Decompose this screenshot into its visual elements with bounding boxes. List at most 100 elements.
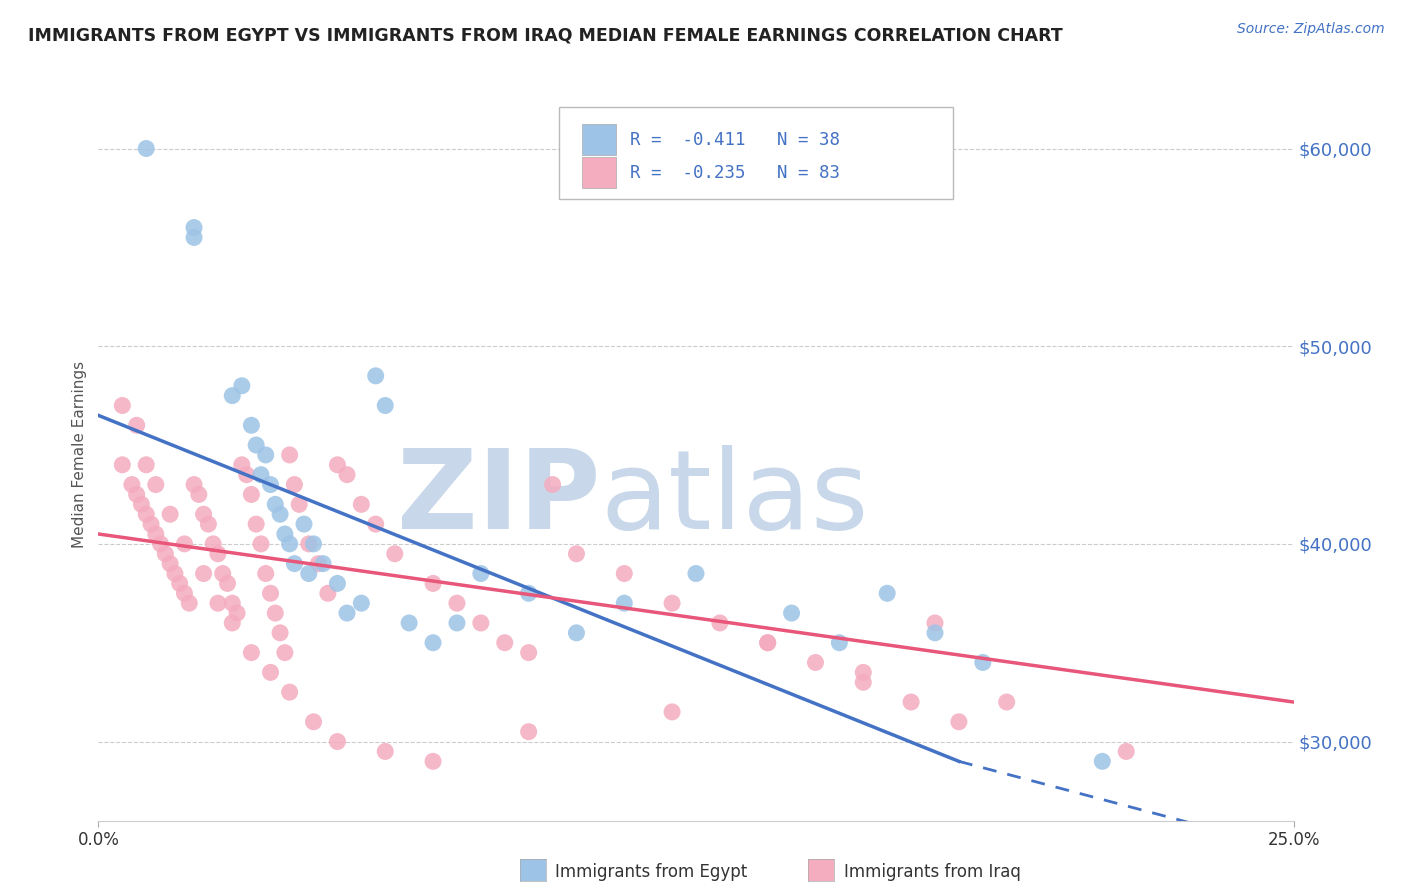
Point [121, 477, 143, 491]
Point [254, 448, 277, 462]
Point [302, 714, 325, 729]
Point [125, 418, 148, 433]
Text: atlas: atlas [600, 445, 869, 552]
Point [264, 606, 287, 620]
Point [259, 586, 281, 600]
Text: Source: ZipAtlas.com: Source: ZipAtlas.com [1237, 22, 1385, 37]
Point [278, 685, 301, 699]
Point [852, 675, 875, 690]
Text: R =  -0.411   N = 38: R = -0.411 N = 38 [630, 130, 841, 149]
Point [565, 547, 588, 561]
Point [131, 497, 153, 511]
Point [217, 576, 239, 591]
Point [259, 477, 281, 491]
Point [125, 487, 148, 501]
Point [756, 636, 779, 650]
Point [250, 467, 273, 482]
Point [202, 537, 225, 551]
Point [139, 517, 162, 532]
Point [422, 755, 444, 769]
Point [685, 566, 707, 581]
Point [374, 399, 396, 413]
Point [384, 547, 406, 561]
Point [298, 566, 321, 581]
Point [197, 517, 219, 532]
Point [240, 646, 263, 660]
Point [398, 615, 420, 630]
Point [326, 576, 349, 591]
Point [278, 448, 301, 462]
Point [254, 566, 277, 581]
Point [709, 615, 731, 630]
Point [163, 566, 186, 581]
Point [756, 636, 779, 650]
Point [780, 606, 803, 620]
Point [364, 517, 387, 532]
Point [240, 487, 263, 501]
Point [274, 646, 297, 660]
Point [259, 665, 281, 680]
Point [211, 566, 233, 581]
Point [494, 636, 516, 650]
Point [179, 596, 201, 610]
Point [326, 458, 349, 472]
Point [804, 656, 827, 670]
Point [661, 596, 683, 610]
Point [852, 665, 875, 680]
Point [283, 477, 305, 491]
Point [350, 596, 373, 610]
Point [1091, 755, 1114, 769]
Text: Immigrants from Egypt: Immigrants from Egypt [555, 863, 748, 881]
Point [221, 596, 243, 610]
Point [145, 477, 167, 491]
Point [264, 497, 287, 511]
Point [316, 586, 339, 600]
Point [135, 507, 157, 521]
Point [541, 477, 564, 491]
Point [274, 527, 297, 541]
Point [183, 220, 205, 235]
Point [517, 724, 540, 739]
Point [155, 547, 177, 561]
Point [470, 566, 492, 581]
Point [307, 557, 329, 571]
Point [145, 527, 167, 541]
Point [173, 537, 195, 551]
Bar [582, 157, 616, 188]
Point [207, 547, 229, 561]
Point [336, 606, 359, 620]
Point [207, 596, 229, 610]
Point [517, 646, 540, 660]
Y-axis label: Median Female Earnings: Median Female Earnings [72, 361, 87, 549]
Point [828, 636, 851, 650]
Text: R =  -0.235   N = 83: R = -0.235 N = 83 [630, 163, 841, 182]
Point [565, 625, 588, 640]
Point [183, 477, 205, 491]
Point [517, 586, 540, 600]
Text: IMMIGRANTS FROM EGYPT VS IMMIGRANTS FROM IRAQ MEDIAN FEMALE EARNINGS CORRELATION: IMMIGRANTS FROM EGYPT VS IMMIGRANTS FROM… [28, 27, 1063, 45]
Point [135, 141, 157, 155]
Point [221, 389, 243, 403]
Point [1115, 744, 1137, 758]
Point [193, 507, 215, 521]
Point [269, 625, 291, 640]
Point [995, 695, 1018, 709]
Point [374, 744, 396, 758]
Point [231, 458, 253, 472]
Point [924, 615, 946, 630]
Point [288, 497, 311, 511]
Point [661, 705, 683, 719]
Point [326, 734, 349, 748]
Point [278, 537, 301, 551]
Point [250, 537, 273, 551]
Point [470, 615, 492, 630]
Point [193, 566, 215, 581]
Point [111, 399, 134, 413]
Point [924, 625, 946, 640]
Bar [582, 124, 616, 155]
Point [240, 418, 263, 433]
Point [149, 537, 172, 551]
Point [876, 586, 898, 600]
Point [135, 458, 157, 472]
Point [350, 497, 373, 511]
